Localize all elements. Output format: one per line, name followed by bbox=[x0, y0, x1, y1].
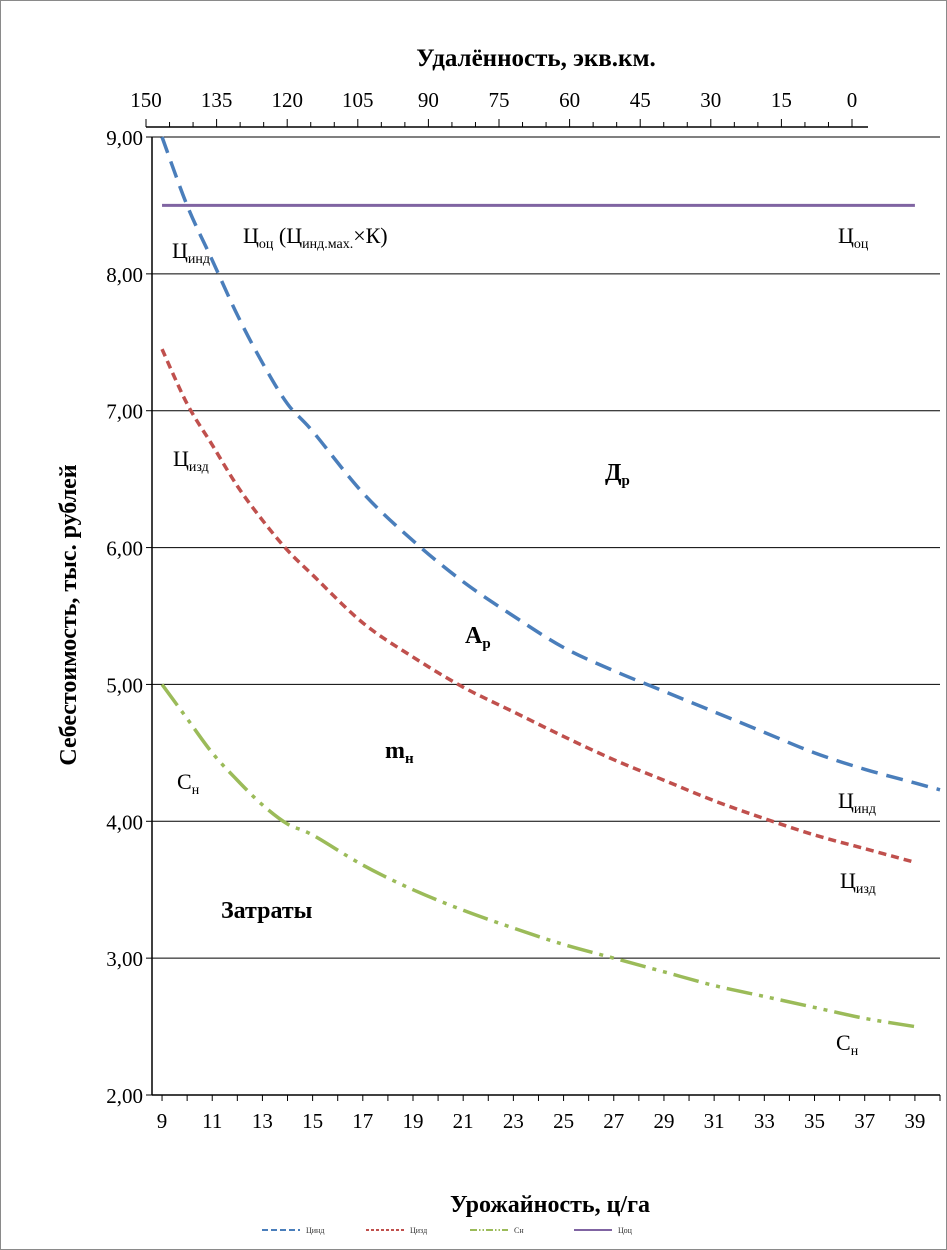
y-axis-title: Себестоимость, тыс. рублей bbox=[56, 464, 82, 765]
top-tick-label: 15 bbox=[771, 88, 792, 112]
label-c-izd-left: Цизд bbox=[173, 446, 209, 475]
x-tick-label: 31 bbox=[704, 1109, 725, 1133]
top-tick-label: 90 bbox=[418, 88, 439, 112]
x-tick-label: 29 bbox=[653, 1109, 674, 1133]
top-tick-label: 45 bbox=[630, 88, 651, 112]
top-tick-label: 30 bbox=[700, 88, 721, 112]
x-tick-label: 13 bbox=[252, 1109, 273, 1133]
label-m-n: mн bbox=[385, 738, 414, 767]
series-line-Сн bbox=[160, 683, 916, 1029]
legend-label: Сн bbox=[514, 1226, 524, 1235]
legend-label: Цизд bbox=[410, 1226, 427, 1235]
y-tick-label: 4,00 bbox=[106, 810, 143, 834]
label-d-r: Др bbox=[605, 460, 630, 489]
x-tick-label: 33 bbox=[754, 1109, 775, 1133]
top-tick-label: 120 bbox=[271, 88, 303, 112]
top-tick-label: 135 bbox=[201, 88, 233, 112]
x-tick-label: 9 bbox=[157, 1109, 168, 1133]
label-c-oc-right: Цоц bbox=[838, 223, 869, 252]
label-zatraty: Затраты bbox=[221, 898, 313, 924]
y-tick-label: 7,00 bbox=[106, 400, 143, 424]
label-c-izd-right: Цизд bbox=[840, 868, 876, 897]
legend-label: Цоц bbox=[618, 1226, 633, 1235]
x-tick-label: 11 bbox=[202, 1109, 222, 1133]
x-tick-label: 23 bbox=[503, 1109, 524, 1133]
y-tick-label: 6,00 bbox=[106, 537, 143, 561]
x-tick-label: 35 bbox=[804, 1109, 825, 1133]
label-c-ind-right: Цинд bbox=[838, 788, 876, 817]
y-tick-label: 3,00 bbox=[106, 947, 143, 971]
x-tick-label: 17 bbox=[352, 1109, 373, 1133]
x-tick-label: 21 bbox=[453, 1109, 474, 1133]
gridlines bbox=[152, 136, 940, 1096]
x-tick-label: 25 bbox=[553, 1109, 574, 1133]
legend: Цинд Цизд Сн Цоц bbox=[262, 1226, 633, 1235]
y-tick-label: 5,00 bbox=[106, 673, 143, 697]
y-tick-label: 9,00 bbox=[106, 126, 143, 150]
top-tick-label: 150 bbox=[130, 88, 162, 112]
label-s-n-right: Сн bbox=[836, 1030, 859, 1059]
series-line-Цизд bbox=[160, 348, 916, 865]
x-tick-label: 15 bbox=[302, 1109, 323, 1133]
series-lines bbox=[160, 136, 941, 1029]
x-tick-label: 19 bbox=[402, 1109, 423, 1133]
y-tick-label: 8,00 bbox=[106, 263, 143, 287]
axes bbox=[145, 119, 941, 1101]
label-s-n-left: Сн bbox=[177, 769, 200, 798]
y-tick-label: 2,00 bbox=[106, 1084, 143, 1108]
top-tick-label: 60 bbox=[559, 88, 580, 112]
x-tick-label: 27 bbox=[603, 1109, 624, 1133]
top-tick-label: 0 bbox=[847, 88, 858, 112]
top-tick-label: 75 bbox=[489, 88, 510, 112]
label-a-r: Ар bbox=[465, 623, 491, 652]
label-c-ind-left: Цинд bbox=[172, 238, 210, 267]
tick-labels: 2,00 3,00 4,00 5,00 6,00 7,00 8,00 9,00 9 11 13 15 1… bbox=[106, 88, 925, 1133]
top-axis-title: Удалённость, экв.км. bbox=[416, 45, 655, 72]
x-tick-label: 39 bbox=[904, 1109, 925, 1133]
legend-label: Цинд bbox=[306, 1226, 324, 1235]
series-line-Цинд bbox=[160, 136, 941, 792]
label-c-oc-max: Цоц (Цинд.мах.×К) bbox=[243, 223, 388, 252]
x-tick-label: 37 bbox=[854, 1109, 875, 1133]
top-tick-label: 105 bbox=[342, 88, 374, 112]
x-axis-title: Урожайность, ц/га bbox=[450, 1192, 650, 1218]
